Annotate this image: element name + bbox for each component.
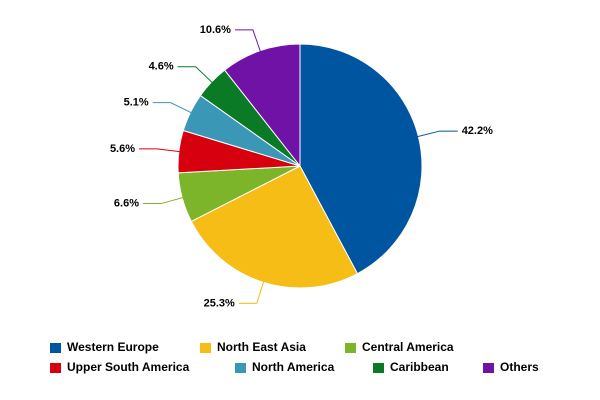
data-label: 10.6% (200, 24, 231, 36)
data-label: 25.3% (204, 297, 235, 309)
data-label: 42.2% (462, 125, 493, 137)
leader-line (238, 278, 266, 304)
legend-label: Western Europe (67, 340, 159, 354)
legend: Western Europe North East Asia Central Ame… (50, 340, 539, 374)
leader-line (152, 102, 195, 115)
data-label: 5.1% (124, 97, 149, 109)
legend-label: North East Asia (217, 340, 306, 354)
data-label: 4.6% (149, 61, 174, 73)
legend-label: North America (252, 360, 335, 374)
leader-line (142, 196, 187, 205)
data-label: 6.6% (114, 197, 139, 209)
legend-swatch (50, 363, 61, 373)
leader-line (177, 66, 215, 86)
legend-label: Central America (362, 340, 454, 354)
legend-swatch (235, 363, 246, 373)
legend-swatch (345, 343, 356, 353)
legend-label: Caribbean (390, 360, 449, 374)
leader-line (234, 29, 262, 55)
legend-swatch (50, 343, 61, 353)
legend-label: Others (500, 360, 539, 374)
legend-swatch (373, 363, 384, 373)
data-label: 5.6% (110, 143, 135, 155)
legend-label: Upper South America (67, 360, 190, 374)
leader-line (139, 148, 183, 153)
legend-swatch (200, 343, 211, 353)
leader-line (414, 130, 458, 138)
legend-swatch (483, 363, 494, 373)
